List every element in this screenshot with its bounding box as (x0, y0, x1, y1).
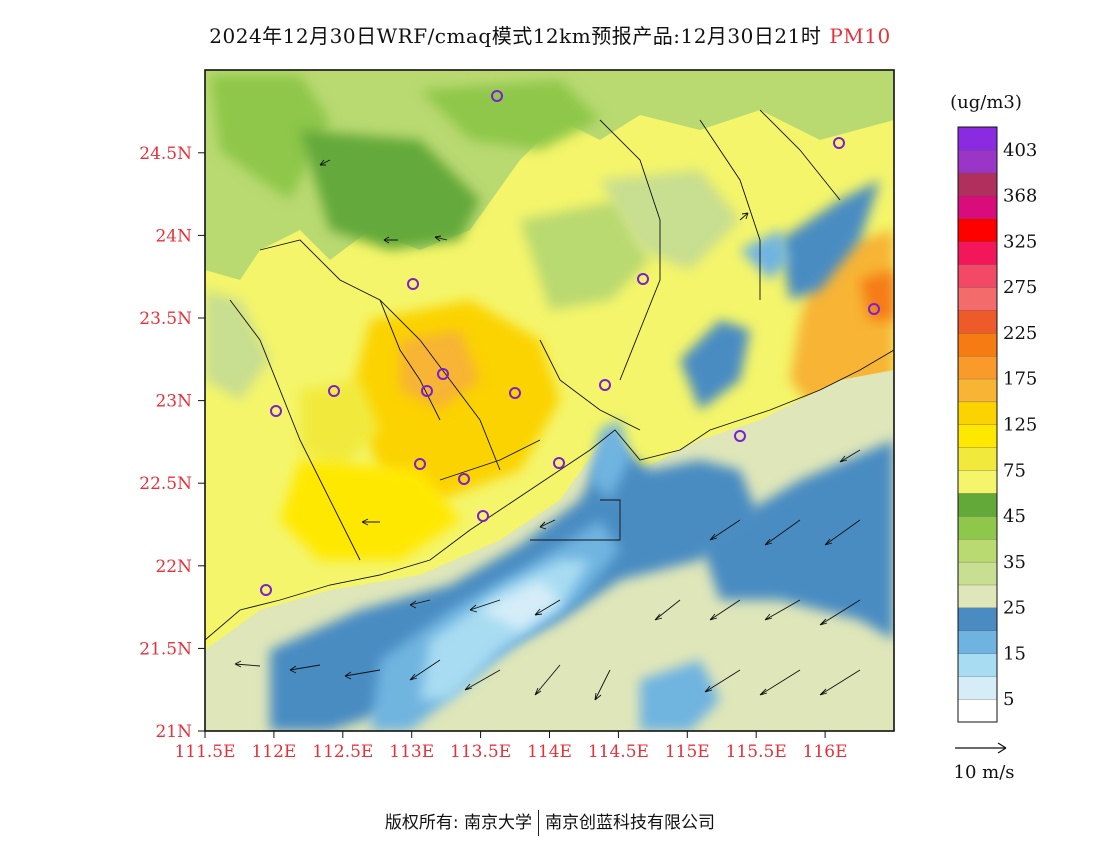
x-tick-label: 114.5E (588, 742, 649, 762)
colorbar-bin (957, 447, 998, 471)
colorbar-bin (957, 172, 998, 197)
colorbar-bin (957, 653, 998, 677)
wind-scale-label: 10 m/s (954, 762, 1015, 783)
y-tick-label: 24.5N (139, 144, 192, 164)
colorbar-label: 125 (1003, 415, 1037, 436)
colorbar-bin (957, 561, 998, 586)
wind-scale-arrow (955, 742, 1007, 754)
x-tick-label: 115E (665, 742, 710, 762)
site-marker (458, 473, 470, 485)
y-tick-label: 21N (155, 722, 192, 742)
colorbar-label: 75 (1003, 460, 1026, 481)
colorbar-label: 368 (1003, 186, 1037, 207)
colorbar-bin (957, 149, 998, 174)
x-axis: 111.5E 112E 112.5E 113E 113.5E 114E 114.5E 115E… (174, 731, 848, 762)
site-marker (407, 278, 419, 290)
colorbar-label: 45 (1003, 506, 1026, 527)
y-tick-label: 24N (155, 226, 192, 246)
y-tick-label: 21.5N (139, 639, 192, 659)
colorbar-bin (957, 584, 998, 609)
monitoring-sites (260, 90, 880, 596)
colorbar-label: 225 (1003, 323, 1037, 344)
colorbar-bin (957, 332, 998, 357)
colorbar-bin (957, 241, 998, 265)
colorbar-bin (957, 378, 998, 403)
colorbar-bin (957, 126, 998, 151)
map-title: 2024年12月30日WRF/cmaq模式12km预报产品:12月30日21时 P… (0, 20, 1100, 49)
colorbar-label: 325 (1003, 231, 1037, 252)
colorbar-bin (957, 287, 998, 311)
site-marker (553, 457, 565, 469)
x-tick-label: 112.5E (312, 742, 373, 762)
x-tick-label: 113E (389, 742, 434, 762)
x-tick-label: 115.5E (726, 742, 787, 762)
colorbar: (ug/m3) 5 15 25 35 45 75 125 175 225 275 325 368 403 (950, 92, 1037, 723)
colorbar-bin (957, 470, 998, 494)
colorbar-label: 5 (1003, 689, 1014, 710)
site-marker (328, 385, 340, 397)
colorbar-frame (957, 126, 998, 723)
site-marker (599, 379, 611, 391)
y-tick-label: 22.5N (139, 474, 192, 494)
colorbar-bin (957, 309, 998, 334)
site-marker (491, 90, 503, 102)
colorbar-bin (957, 538, 998, 563)
pollutant-tag: PM10 (829, 24, 891, 48)
site-marker (509, 387, 521, 399)
site-marker (260, 584, 272, 596)
colorbar-bin (957, 607, 998, 631)
x-tick-label: 114E (527, 742, 572, 762)
y-tick-label: 23N (155, 392, 192, 412)
colorbar-label: 25 (1003, 598, 1026, 619)
site-marker (868, 303, 880, 315)
colorbar-bin (957, 218, 998, 242)
site-marker (414, 458, 426, 470)
colorbar-labels: 5 15 25 35 45 75 125 175 225 275 325 368 403 (1003, 140, 1037, 710)
site-marker (637, 273, 649, 285)
x-tick-label: 112E (251, 742, 296, 762)
colorbar-bin (957, 493, 998, 517)
title-text: 2024年12月30日WRF/cmaq模式12km预报产品:12月30日21时 (209, 24, 822, 48)
colorbar-unit: (ug/m3) (950, 92, 1022, 113)
site-marker (421, 385, 433, 397)
y-tick-label: 22N (155, 557, 192, 577)
copyright-company: 南京创蓝科技有限公司 (545, 813, 716, 833)
colorbar-bin (957, 355, 998, 380)
boundaries (205, 109, 894, 641)
site-marker (833, 137, 845, 149)
site-marker (270, 405, 282, 417)
colorbar-label: 403 (1003, 140, 1037, 161)
colorbar-label: 275 (1003, 277, 1037, 298)
copyright-owner: 版权所有: 南京大学 (384, 813, 533, 833)
colorbar-label: 175 (1003, 369, 1037, 390)
footer-divider (538, 810, 540, 836)
y-tick-label: 23.5N (139, 309, 192, 329)
colorbar-label: 35 (1003, 552, 1026, 573)
copyright-footer: 版权所有: 南京大学 南京创蓝科技有限公司 (0, 808, 1100, 836)
colorbar-bin (957, 401, 998, 425)
colorbar-label: 15 (1003, 643, 1026, 664)
x-tick-label: 113.5E (450, 742, 511, 762)
colorbar-bin (957, 264, 998, 288)
x-tick-label: 116E (803, 742, 848, 762)
colorbar-bins (957, 126, 998, 723)
site-marker (477, 510, 489, 522)
colorbar-bin (957, 424, 998, 448)
colorbar-bin (957, 195, 998, 219)
wind-scale: 10 m/s (954, 742, 1015, 783)
colorbar-bin (957, 515, 998, 540)
colorbar-bin (957, 698, 998, 723)
site-marker (734, 430, 746, 442)
site-marker (437, 368, 449, 380)
x-tick-label: 111.5E (174, 742, 235, 762)
colorbar-bin (957, 630, 998, 654)
wind-vectors (234, 159, 861, 701)
colorbar-bin (957, 676, 998, 700)
concentration-field (205, 70, 894, 731)
y-axis: 21N 21.5N 22N 22.5N 23N 23.5N 24N 24.5N (139, 144, 205, 742)
